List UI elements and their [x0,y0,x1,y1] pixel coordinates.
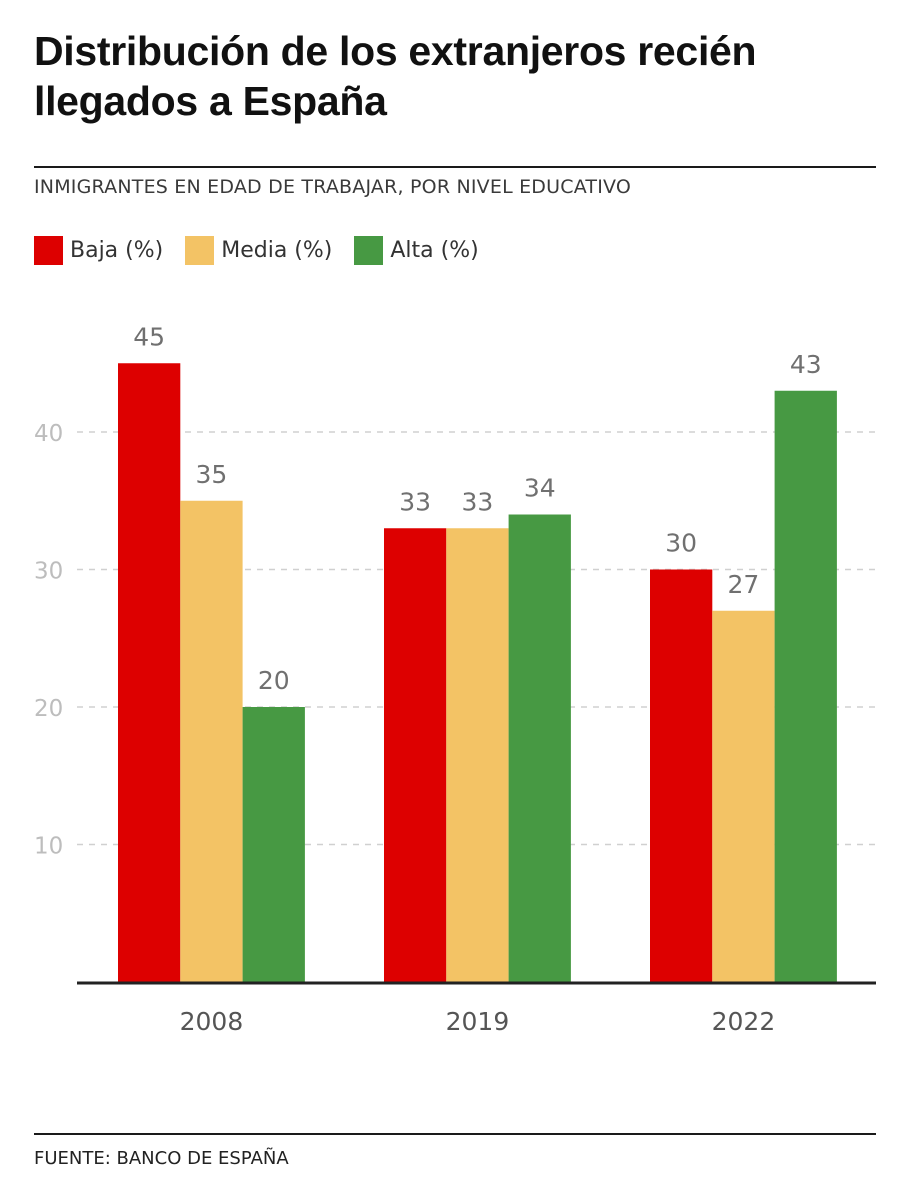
data-label: 35 [196,460,228,489]
data-label: 33 [462,487,494,516]
bar-2008-0 [118,363,181,982]
data-label: 30 [665,529,697,558]
chart-title: Distribución de los extranjeros recién l… [34,28,757,124]
legend-item-baja: Baja (%) [34,236,163,265]
legend-swatch-alta [354,236,384,265]
bar-2022-2 [774,390,837,982]
source-note: FUENTE: BANCO DE ESPAÑA [34,1148,289,1169]
legend-swatch-baja [34,236,63,265]
x-tick-label: 2022 [712,1007,776,1036]
legend-item-media: Media (%) [185,236,332,265]
x-tick-label: 2019 [446,1007,510,1036]
legend-label-media: Media (%) [221,238,333,263]
bar-2022-0 [650,569,713,982]
y-tick-label: 30 [34,559,63,585]
legend-swatch-media [185,236,215,265]
data-label: 45 [133,322,165,351]
y-tick-label: 20 [34,696,63,722]
bar-2019-1 [446,528,509,982]
data-label: 20 [258,666,290,695]
y-tick-label: 10 [34,834,63,860]
legend-label-alta: Alta (%) [390,238,479,263]
data-label: 27 [728,570,760,599]
bottom-divider [34,1133,876,1135]
bar-2008-1 [180,500,243,982]
chart-subtitle: INMIGRANTES EN EDAD DE TRABAJAR, POR NIV… [34,176,632,198]
legend-label-baja: Baja (%) [70,238,164,263]
x-tick-label: 2008 [180,1007,244,1036]
bar-2008-2 [242,707,305,982]
top-divider [34,166,876,168]
y-tick-label: 40 [34,421,63,447]
data-label: 34 [524,474,556,503]
legend-item-alta: Alta (%) [354,236,479,265]
legend: Baja (%) Media (%) Alta (%) [34,236,501,265]
data-label: 33 [399,487,431,516]
bar-2022-1 [712,610,775,982]
bar-chart: 10 20 30 40 45 35 20 2008 33 33 34 2019 30 27 43 2022 [34,322,876,1036]
bar-2019-2 [508,514,571,982]
data-label: 43 [790,350,822,379]
bar-2019-0 [384,528,447,982]
